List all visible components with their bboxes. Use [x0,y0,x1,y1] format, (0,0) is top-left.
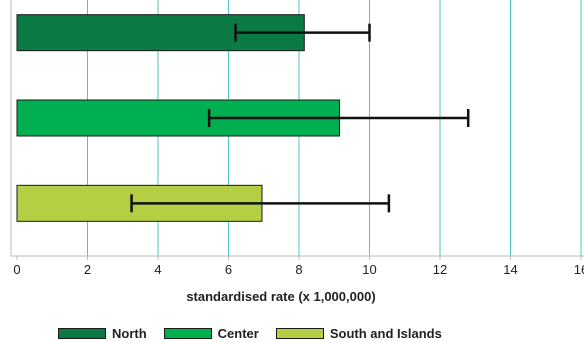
legend-label-north: North [112,325,147,341]
legend-swatch-center [163,327,212,339]
x-tick-label-4: 4 [154,262,161,277]
x-tick-label-14: 14 [503,262,517,277]
legend-swatch-south-and-islands [275,327,324,339]
x-axis-title: standardised rate (x 1,000,000) [186,289,375,304]
x-tick-label-6: 6 [225,262,232,277]
x-tick-label-16: 16 [574,262,584,277]
legend-item-north: North [58,326,147,341]
legend-label-center: Center [217,325,259,341]
x-tick-label-0: 0 [13,262,20,277]
legend-swatch-north [58,327,106,339]
x-axis-ticks: 0 2 4 6 8 10 12 14 16 [13,256,584,277]
legend-label-south-and-islands: South and Islands [329,325,442,341]
x-tick-label-12: 12 [433,262,447,277]
x-tick-label-8: 8 [295,262,302,277]
error-bars [130,23,470,213]
legend: North Center South and Islands [58,324,459,342]
x-tick-label-2: 2 [84,262,91,277]
x-tick-label-10: 10 [362,262,376,277]
legend-item-south-and-islands: South and Islands [275,325,442,341]
legend-item-center: Center [163,325,259,341]
